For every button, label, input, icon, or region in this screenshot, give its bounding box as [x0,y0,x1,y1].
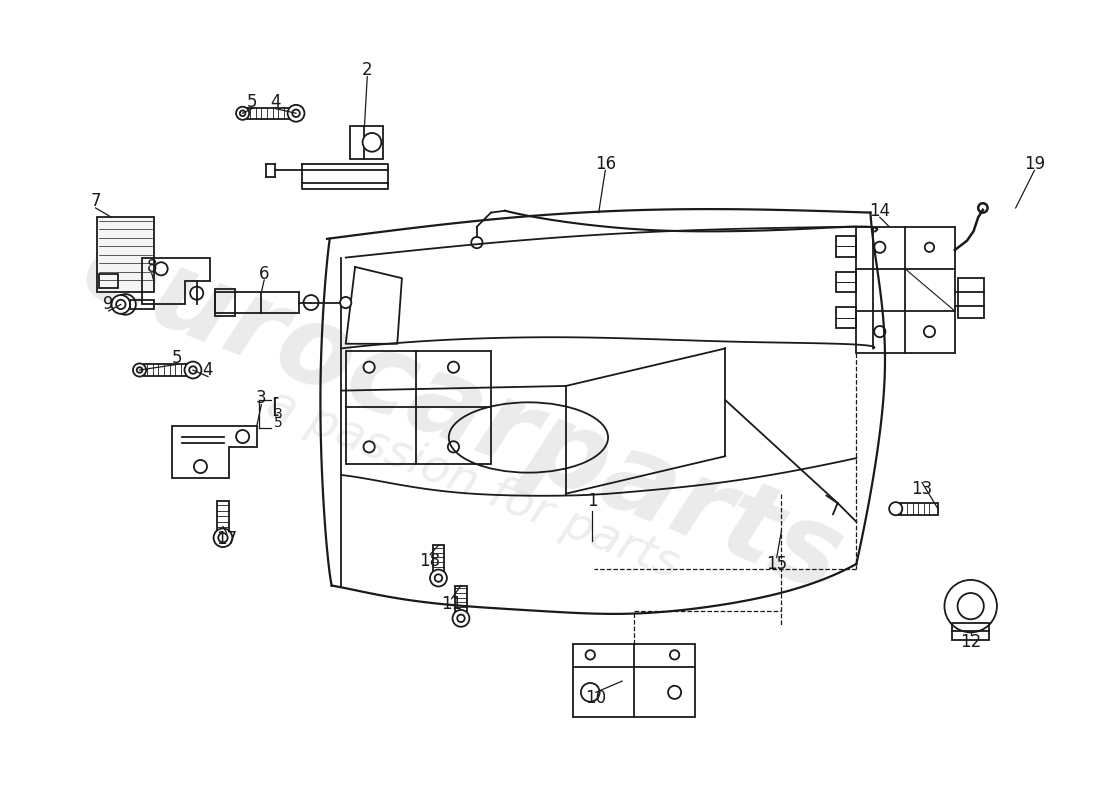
Circle shape [155,262,167,275]
Circle shape [304,295,319,310]
Circle shape [471,237,483,248]
Circle shape [194,460,207,473]
Circle shape [218,533,228,542]
Text: 4: 4 [271,93,281,111]
Circle shape [889,502,902,515]
Circle shape [958,593,983,619]
Bar [432,546,444,575]
Text: 15: 15 [767,555,788,573]
Text: 18: 18 [419,552,441,570]
Bar [836,272,857,292]
Circle shape [668,686,681,699]
Text: 3: 3 [256,389,266,407]
Bar [836,307,857,328]
Circle shape [945,580,997,632]
Text: 5: 5 [246,93,257,111]
Text: 1: 1 [586,492,597,510]
Bar [351,126,383,159]
Bar [573,644,695,717]
Circle shape [287,105,305,122]
Circle shape [363,362,375,373]
Circle shape [363,133,382,152]
Circle shape [448,442,459,453]
Text: eurocarparts: eurocarparts [67,213,858,615]
Circle shape [452,610,470,626]
Circle shape [213,528,232,547]
Bar [99,274,118,287]
Circle shape [340,297,351,308]
Circle shape [121,300,130,309]
Circle shape [581,683,600,702]
Circle shape [458,614,464,622]
Text: 7: 7 [90,192,101,210]
Text: 14: 14 [869,202,890,220]
Circle shape [185,362,201,378]
Text: 17: 17 [216,530,238,548]
Circle shape [117,300,125,309]
Circle shape [924,326,935,338]
Circle shape [585,650,595,659]
Text: 13: 13 [911,480,933,498]
Bar [899,503,938,515]
Text: 6: 6 [258,265,270,282]
Circle shape [448,362,459,373]
Bar [98,218,154,292]
Bar [218,501,229,534]
Circle shape [874,242,886,253]
Bar [130,300,154,309]
Circle shape [363,442,375,453]
Circle shape [236,106,250,120]
Text: 19: 19 [1024,155,1045,173]
Bar [455,586,466,615]
Bar [857,226,955,353]
Circle shape [111,295,130,314]
Circle shape [116,294,135,314]
Text: [: [ [271,398,279,418]
Bar [836,236,857,257]
Circle shape [293,110,300,117]
Text: 12: 12 [960,633,981,650]
Circle shape [136,367,142,373]
Bar [958,278,983,318]
Circle shape [874,326,886,338]
Text: 8: 8 [146,258,157,276]
Circle shape [236,430,250,443]
Circle shape [430,570,447,586]
Bar [952,623,989,640]
Circle shape [189,366,197,374]
Circle shape [925,242,934,252]
Text: 5: 5 [274,417,283,430]
Circle shape [240,110,245,116]
Circle shape [133,363,146,377]
Bar [214,290,235,316]
Text: 10: 10 [585,689,606,707]
Bar [345,351,491,464]
Circle shape [978,203,988,213]
Bar [214,292,299,313]
Text: 16: 16 [595,155,616,173]
Circle shape [670,650,680,659]
Text: 11: 11 [441,595,462,614]
Bar [144,364,189,376]
Circle shape [190,286,204,300]
Text: 2: 2 [362,61,373,79]
Text: 4: 4 [202,361,213,379]
Text: a passion for parts: a passion for parts [260,381,685,588]
Text: 9: 9 [103,295,114,314]
Text: 3: 3 [274,407,283,421]
Circle shape [434,574,442,582]
Text: 5: 5 [172,349,183,367]
Bar [248,108,293,119]
